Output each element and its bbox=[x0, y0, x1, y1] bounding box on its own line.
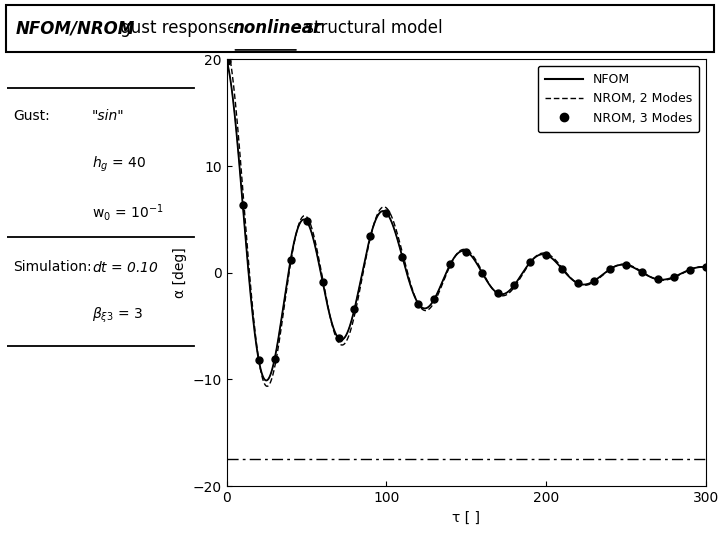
NROM, 3 Modes bbox=[701, 264, 710, 271]
Text: "sin": "sin" bbox=[92, 109, 125, 123]
NROM, 3 Modes bbox=[382, 210, 391, 216]
NROM, 3 Modes bbox=[318, 279, 327, 285]
NROM, 3 Modes bbox=[637, 269, 646, 275]
NROM, 3 Modes bbox=[685, 266, 694, 273]
NROM, 3 Modes bbox=[222, 58, 231, 64]
NROM, 3 Modes bbox=[654, 276, 662, 282]
NROM, 3 Modes bbox=[414, 300, 423, 307]
NROM, 3 Modes bbox=[574, 280, 582, 287]
NROM, 3 Modes bbox=[271, 355, 279, 362]
NROM, 3 Modes bbox=[541, 252, 550, 258]
NFOM bbox=[698, 264, 706, 270]
NROM, 3 Modes bbox=[478, 269, 487, 276]
NROM, 3 Modes bbox=[430, 296, 438, 302]
NFOM bbox=[222, 58, 231, 64]
NFOM bbox=[437, 281, 446, 287]
NROM, 2 Modes bbox=[334, 339, 343, 345]
NROM, 2 Modes bbox=[437, 284, 446, 290]
Text: gust response -: gust response - bbox=[115, 19, 254, 37]
Text: NFOM/NROM: NFOM/NROM bbox=[16, 19, 135, 37]
Text: w$_0$ = 10$^{-1}$: w$_0$ = 10$^{-1}$ bbox=[92, 202, 164, 223]
NROM, 3 Modes bbox=[621, 262, 630, 268]
NROM, 3 Modes bbox=[287, 256, 295, 263]
NROM, 2 Modes bbox=[403, 269, 412, 275]
NROM, 3 Modes bbox=[350, 306, 359, 312]
NFOM bbox=[334, 335, 343, 341]
Line: NROM, 3 Modes: NROM, 3 Modes bbox=[223, 58, 709, 363]
NROM, 3 Modes bbox=[462, 248, 471, 255]
NROM, 3 Modes bbox=[670, 274, 678, 280]
NROM, 3 Modes bbox=[446, 261, 454, 268]
NROM, 2 Modes bbox=[336, 341, 345, 348]
Y-axis label: α [deg]: α [deg] bbox=[173, 247, 187, 298]
NFOM bbox=[339, 336, 348, 342]
Text: $h_g$ = 40: $h_g$ = 40 bbox=[92, 155, 147, 174]
Text: Gust:: Gust: bbox=[14, 109, 50, 123]
NROM, 3 Modes bbox=[366, 233, 375, 239]
X-axis label: τ [ ]: τ [ ] bbox=[452, 510, 480, 524]
NFOM bbox=[403, 272, 412, 278]
NROM, 3 Modes bbox=[254, 357, 263, 363]
Legend: NFOM, NROM, 2 Modes, NROM, 3 Modes: NFOM, NROM, 2 Modes, NROM, 3 Modes bbox=[538, 66, 699, 132]
NROM, 2 Modes bbox=[263, 383, 271, 389]
NROM, 2 Modes bbox=[222, 41, 231, 48]
NFOM bbox=[336, 336, 345, 343]
NROM, 3 Modes bbox=[494, 290, 503, 296]
NROM, 2 Modes bbox=[698, 264, 706, 270]
NROM, 2 Modes bbox=[701, 264, 710, 270]
NROM, 3 Modes bbox=[606, 266, 614, 272]
NFOM bbox=[701, 264, 710, 271]
NROM, 3 Modes bbox=[558, 266, 567, 272]
NROM, 3 Modes bbox=[238, 202, 247, 208]
Line: NFOM: NFOM bbox=[227, 61, 706, 381]
Text: $dt$ = 0.10: $dt$ = 0.10 bbox=[92, 260, 159, 275]
NROM, 3 Modes bbox=[526, 259, 534, 266]
Text: structural model: structural model bbox=[300, 19, 443, 37]
NROM, 3 Modes bbox=[510, 282, 518, 289]
Text: nonlinear: nonlinear bbox=[233, 19, 322, 37]
Text: $\beta_{\xi3}$ = 3: $\beta_{\xi3}$ = 3 bbox=[92, 306, 143, 325]
NROM, 3 Modes bbox=[302, 218, 311, 225]
Bar bbox=[6, 4, 714, 52]
NROM, 3 Modes bbox=[398, 254, 407, 260]
NROM, 3 Modes bbox=[334, 335, 343, 341]
NROM, 3 Modes bbox=[590, 278, 598, 284]
Line: NROM, 2 Modes: NROM, 2 Modes bbox=[227, 44, 706, 386]
NROM, 2 Modes bbox=[339, 342, 348, 348]
Text: Simulation:: Simulation: bbox=[14, 260, 92, 274]
NFOM bbox=[262, 377, 271, 384]
